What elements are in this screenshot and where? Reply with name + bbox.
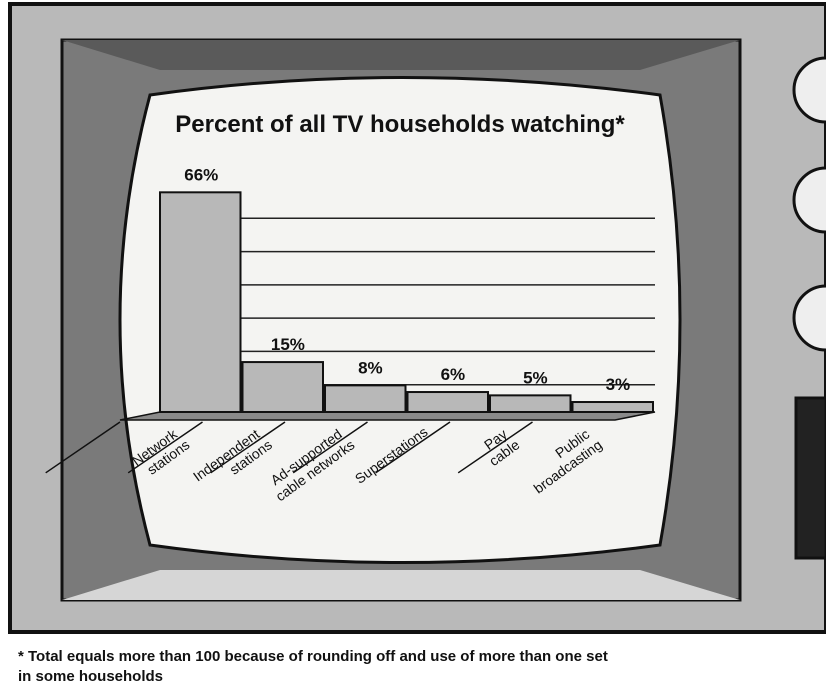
chart-title: Percent of all TV households watching*: [175, 111, 625, 138]
label-rule: [457, 421, 533, 474]
value-label: 3%: [606, 375, 631, 394]
tv-screen: [118, 76, 682, 564]
bar: [406, 391, 489, 413]
knob: [792, 284, 826, 352]
tv-panel: [794, 396, 826, 560]
knob: [792, 56, 826, 124]
bar: [571, 401, 654, 413]
label-rule: [45, 421, 121, 474]
label-rule: [127, 421, 203, 474]
bar: [324, 384, 407, 413]
value-label: 8%: [358, 358, 383, 377]
footnote: * Total equals more than 100 because of …: [18, 648, 612, 685]
bar: [489, 394, 572, 414]
bezel-bottom: [62, 570, 740, 600]
bar: [159, 191, 242, 413]
label-rule: [210, 421, 286, 474]
label-rule: [292, 421, 368, 474]
value-label: 5%: [523, 368, 548, 387]
value-label: 15%: [271, 335, 305, 354]
value-label: 66%: [184, 165, 218, 184]
floor: [119, 411, 656, 421]
value-label: 6%: [441, 365, 466, 384]
bar: [241, 361, 324, 414]
bezel-top: [62, 40, 740, 70]
knob: [792, 166, 826, 234]
label-rule: [375, 421, 451, 474]
